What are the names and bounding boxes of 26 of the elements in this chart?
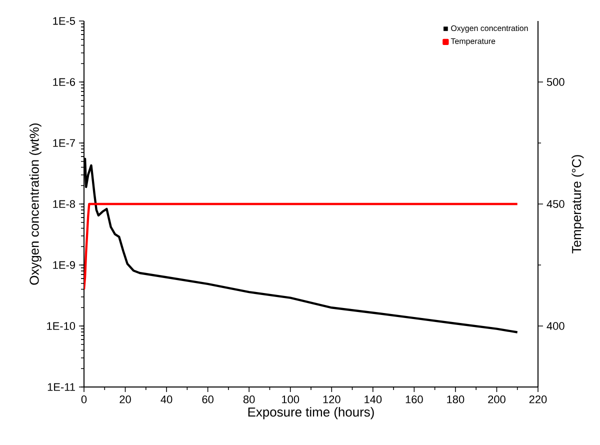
x-tick-label: 160: [406, 396, 423, 404]
y-tick-label: 1E-10: [47, 322, 76, 330]
y-tick-label: 1E-7: [53, 139, 75, 147]
x-axis-title: Exposure time (hours): [248, 407, 374, 420]
x-tick-label: 180: [447, 396, 464, 404]
y-tick-label: 1E-6: [53, 78, 76, 86]
y2-axis-title: Temperature (°C): [572, 155, 584, 254]
x-tick-label: 0: [81, 396, 87, 404]
x-tick-label: 20: [120, 396, 131, 404]
y2-tick-label: 450: [546, 200, 564, 208]
x-tick-label: 80: [243, 396, 255, 404]
x-tick-label: 200: [488, 396, 506, 404]
y-tick-label: 1E-8: [53, 200, 76, 208]
y-tick-label: 1E-5: [53, 17, 76, 25]
x-tick-label: 60: [202, 396, 214, 404]
x-tick-label: 120: [323, 396, 340, 404]
y-axis-title: Oxygen concentration (wt%): [29, 123, 42, 285]
line-series: [84, 202, 518, 290]
y-tick-label: 1E-11: [48, 383, 75, 391]
x-tick-label: 100: [282, 396, 300, 404]
y2-tick-label: 400: [546, 322, 564, 330]
x-tick-label: 40: [160, 396, 172, 404]
x-tick-label: 140: [364, 396, 382, 404]
y-tick-label: 1E-9: [53, 261, 75, 269]
x-tick-label: 220: [529, 396, 547, 404]
y2-tick-label: 500: [546, 78, 564, 86]
